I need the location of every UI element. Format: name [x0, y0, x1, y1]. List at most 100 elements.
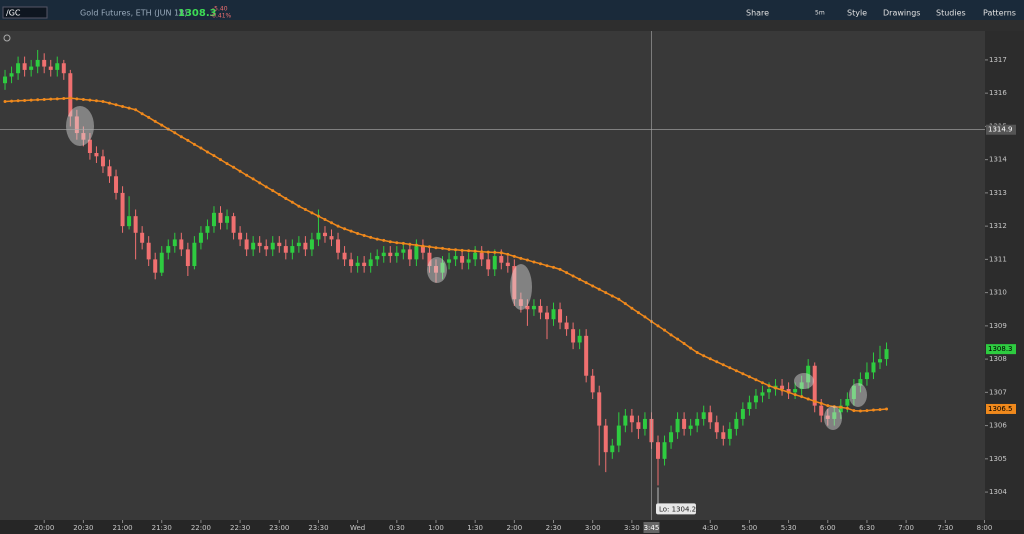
- candle-body: [427, 252, 432, 267]
- ma-dot: [610, 294, 614, 298]
- ma-dot: [793, 393, 797, 397]
- ma-dot: [774, 386, 778, 390]
- symbol-box[interactable]: [2, 6, 48, 19]
- x-tick-label: 2:30: [546, 524, 562, 532]
- ma-dot: [747, 375, 751, 379]
- ma-dot: [467, 249, 471, 253]
- ma-dot: [81, 97, 85, 101]
- y-tick-label: 1314: [989, 156, 1007, 164]
- ma-dot: [473, 249, 477, 253]
- ma-dot: [689, 346, 693, 350]
- ma-dot: [519, 256, 523, 260]
- ma-dot: [806, 397, 810, 401]
- ma-dot: [3, 99, 7, 103]
- share-button[interactable]: Share: [746, 9, 769, 18]
- ma-dot: [636, 311, 640, 315]
- ma-dot: [845, 406, 849, 410]
- candle-body: [447, 259, 452, 263]
- ma-dot: [153, 119, 157, 123]
- description: Gold Futures, ETH (JUN 18): [80, 9, 187, 18]
- x-tick-label: 0:30: [389, 524, 405, 532]
- ma-dot: [349, 229, 353, 233]
- x-tick-label: 6:30: [859, 524, 875, 532]
- x-tick-label: 5:00: [742, 524, 758, 532]
- ma-dot: [186, 138, 190, 142]
- candle-body: [74, 116, 79, 134]
- ma-dot: [343, 227, 347, 231]
- candle-body: [858, 379, 863, 386]
- candle-body: [871, 362, 876, 373]
- style-button[interactable]: Style: [847, 9, 867, 18]
- studies-button[interactable]: Studies: [936, 9, 966, 18]
- ma-dot: [16, 99, 20, 103]
- highlights: [66, 106, 867, 430]
- ma-dot: [885, 407, 889, 411]
- candle-body: [381, 252, 386, 257]
- ma-dot: [623, 302, 627, 306]
- y-tick-label: 1309: [989, 322, 1007, 330]
- ma-dot: [140, 112, 144, 116]
- candle-body: [336, 239, 341, 253]
- symbol[interactable]: /GC: [6, 9, 21, 18]
- candle-body: [642, 418, 647, 429]
- patterns-button[interactable]: Patterns: [983, 9, 1016, 18]
- crosshair-time: 3:45: [644, 524, 660, 532]
- ma-dot: [108, 101, 112, 105]
- candle-body: [329, 236, 334, 240]
- candle-body: [283, 246, 288, 253]
- ma-dot: [88, 98, 92, 102]
- candle-body: [362, 262, 367, 267]
- ma-dot: [839, 405, 843, 409]
- candle-body: [786, 389, 791, 393]
- candle-body: [760, 392, 765, 396]
- ma-dot: [49, 97, 53, 101]
- ma-dot: [356, 231, 360, 235]
- candle-body: [414, 246, 419, 260]
- candle-body: [48, 66, 53, 70]
- ma-dot: [414, 243, 418, 247]
- candle-body: [198, 232, 203, 243]
- candle-body: [727, 428, 732, 439]
- ma-dot: [499, 251, 503, 255]
- ma-dot: [375, 237, 379, 241]
- timeframe[interactable]: 5m: [815, 10, 825, 17]
- ma-dot: [336, 224, 340, 228]
- candle-body: [257, 242, 262, 247]
- ma-dot: [238, 169, 242, 173]
- ma-dot: [486, 250, 490, 254]
- info-icon[interactable]: [3, 34, 11, 42]
- ma-dot: [192, 142, 196, 146]
- ma-dot: [134, 108, 138, 112]
- ma-dot: [532, 260, 536, 264]
- drawings-button[interactable]: Drawings: [883, 9, 920, 18]
- ma-dot: [676, 337, 680, 341]
- ma-dot: [728, 366, 732, 370]
- x-tick-label: 8:00: [977, 524, 993, 532]
- candle-body: [499, 256, 504, 263]
- candle-body: [590, 375, 595, 393]
- candle-body: [120, 192, 125, 227]
- candle-body: [185, 249, 190, 267]
- y-tick-label: 1317: [989, 56, 1007, 64]
- price-axis: [985, 31, 1024, 520]
- x-tick-label: 6:00: [820, 524, 836, 532]
- candle-body: [94, 153, 99, 157]
- candle-body: [518, 299, 523, 306]
- candle-body: [525, 305, 530, 310]
- candle-body: [616, 425, 621, 446]
- candle-body: [179, 239, 184, 250]
- candle-body: [55, 63, 60, 70]
- candle-body: [388, 252, 393, 257]
- candle-body: [695, 418, 700, 426]
- candle-body: [688, 425, 693, 429]
- candle-body: [205, 226, 210, 233]
- ma-dot: [708, 357, 712, 361]
- y-tick-label: 1313: [989, 189, 1007, 197]
- ma-dot: [702, 354, 706, 358]
- candle-body: [884, 349, 889, 360]
- ma-dot: [754, 378, 758, 382]
- highlight: [794, 373, 814, 389]
- candle-body: [603, 425, 608, 453]
- candle-body: [225, 216, 230, 223]
